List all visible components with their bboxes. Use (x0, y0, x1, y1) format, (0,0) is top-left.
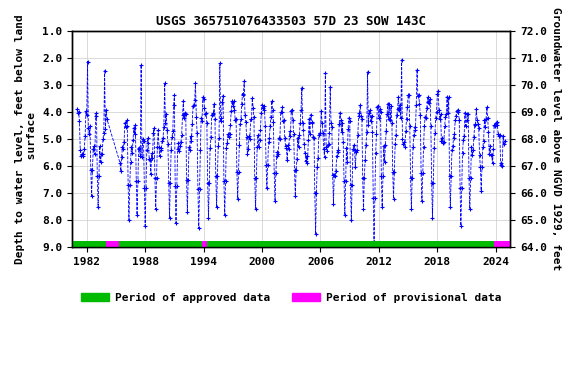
Y-axis label: Groundwater level above NGVD 1929, feet: Groundwater level above NGVD 1929, feet (551, 7, 561, 271)
Y-axis label: Depth to water level, feet below land
 surface: Depth to water level, feet below land su… (15, 14, 37, 264)
Legend: Period of approved data, Period of provisional data: Period of approved data, Period of provi… (77, 288, 506, 307)
Title: USGS 365751076433503 57D 23 SOW 143C: USGS 365751076433503 57D 23 SOW 143C (156, 15, 426, 28)
